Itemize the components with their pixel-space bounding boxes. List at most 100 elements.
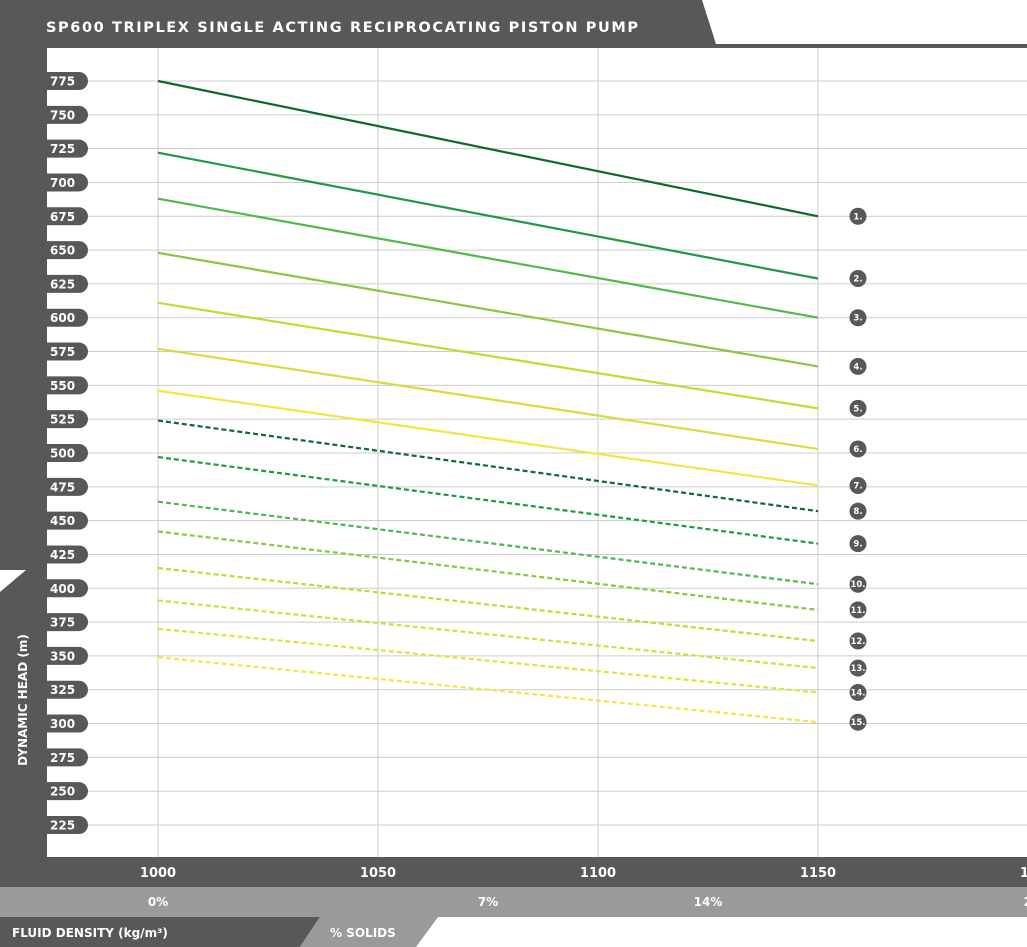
x-tick-label: 1050 xyxy=(360,866,396,881)
y-tick-label: 450 xyxy=(50,514,75,528)
y-tick-pill xyxy=(38,173,88,192)
y-tick-label: 250 xyxy=(50,785,75,799)
series-badge-13 xyxy=(849,659,867,677)
series-badge-label: 11. xyxy=(850,606,865,616)
series-badge-1 xyxy=(849,207,867,225)
series-badge-11 xyxy=(849,601,867,619)
series-badge-3 xyxy=(849,309,867,327)
y-tick-pill xyxy=(38,748,88,767)
y-tick-label: 300 xyxy=(50,717,75,731)
solids-axis-title: % SOLIDS xyxy=(330,926,396,940)
series-line-10 xyxy=(157,500,819,586)
density-title-tab xyxy=(0,917,320,947)
series-badge-label: 1. xyxy=(853,212,862,222)
series-layer xyxy=(157,79,819,724)
y-tick-label: 525 xyxy=(50,413,75,427)
solids-ticks: 0% 7% 14% 20% xyxy=(148,895,1027,909)
y-tick-pill xyxy=(38,613,88,632)
series-badge-15 xyxy=(849,713,867,731)
y-tick-pill xyxy=(38,207,88,226)
y-tick-pill xyxy=(38,511,88,530)
series-line-11 xyxy=(157,530,819,612)
y-tick-pill xyxy=(38,342,88,361)
series-badge-label: 10. xyxy=(850,580,865,590)
series-badge-6 xyxy=(849,440,867,458)
series-line-9 xyxy=(157,455,819,545)
y-tick-label: 275 xyxy=(50,751,75,765)
y-tick-pill xyxy=(38,444,88,462)
title-banner xyxy=(0,0,1027,48)
series-line-4 xyxy=(157,251,819,368)
series-line-2 xyxy=(157,151,819,280)
y-tick-pill xyxy=(38,680,88,699)
y-tick-pill xyxy=(38,714,88,733)
y-tick-label: 675 xyxy=(50,210,75,224)
y-tick-label: 475 xyxy=(50,480,75,494)
y-ticks: 225 250 275 300 325 350 375 400 425 450 475 500 525 5… xyxy=(38,72,88,834)
series-badge-4 xyxy=(849,357,867,375)
y-tick-label: 625 xyxy=(50,277,75,291)
series-badge-label: 14. xyxy=(850,688,865,698)
y-tick-label: 650 xyxy=(50,244,75,258)
series-badge-label: 3. xyxy=(853,314,862,324)
series-line-13 xyxy=(157,599,819,670)
series-line-15 xyxy=(157,656,819,724)
y-tick-pill xyxy=(38,646,88,665)
y-tick-pill xyxy=(38,274,88,293)
series-line-8 xyxy=(157,419,819,513)
x-axis-band xyxy=(0,857,1027,887)
solids-tick-label: 0% xyxy=(148,895,168,909)
left-axis-panel-bottom xyxy=(0,570,47,857)
y-tick-pill xyxy=(38,308,88,327)
series-line-3 xyxy=(157,197,819,319)
y-tick-pill xyxy=(38,72,88,90)
y-tick-label: 350 xyxy=(50,649,75,663)
series-line-6 xyxy=(157,347,819,451)
series-badge-2 xyxy=(849,269,867,287)
y-tick-pill xyxy=(38,241,88,260)
series-badge-7 xyxy=(849,476,867,494)
y-tick-pill xyxy=(38,816,88,834)
x-tick-label: 1200 xyxy=(1020,866,1027,881)
series-badge-8 xyxy=(849,502,867,520)
y-tick-label: 700 xyxy=(50,176,75,190)
series-badge-label: 9. xyxy=(853,540,862,550)
series-badges: 1. 2. 3. 4. 5. 6. 7. 8. 9. 10. 11. 12. 13. 14. 15. xyxy=(849,207,867,731)
series-badge-12 xyxy=(849,632,867,650)
y-tick-label: 325 xyxy=(50,683,75,697)
y-tick-label: 500 xyxy=(50,447,75,461)
series-line-5 xyxy=(157,301,819,410)
series-badge-label: 4. xyxy=(853,362,862,372)
series-line-14 xyxy=(157,627,819,694)
y-axis-title: DYNAMIC HEAD (m) xyxy=(16,634,30,766)
y-tick-pill xyxy=(38,139,88,158)
y-tick-pill xyxy=(38,545,88,564)
y-tick-label: 425 xyxy=(50,548,75,562)
solids-tick-label: 7% xyxy=(478,895,498,909)
series-line-12 xyxy=(157,566,819,643)
y-tick-label: 550 xyxy=(50,379,75,393)
solids-band xyxy=(0,887,1027,917)
x-axis-title: FLUID DENSITY (kg/m³) xyxy=(12,926,168,940)
series-badge-label: 7. xyxy=(853,481,862,491)
y-tick-pill xyxy=(38,782,88,801)
x-tick-label: 1150 xyxy=(800,866,836,881)
y-tick-label: 400 xyxy=(50,582,75,596)
y-tick-label: 725 xyxy=(50,142,75,156)
series-badge-label: 13. xyxy=(850,664,865,674)
y-tick-label: 375 xyxy=(50,616,75,630)
y-tick-pill xyxy=(38,376,88,395)
y-tick-label: 600 xyxy=(50,311,75,325)
series-badge-label: 2. xyxy=(853,274,862,284)
y-tick-pill xyxy=(38,579,88,598)
solids-title-tab xyxy=(300,917,438,947)
x-tick-label: 1100 xyxy=(580,866,616,881)
y-tick-pill xyxy=(38,105,88,124)
solids-tick-label: 14% xyxy=(694,895,723,909)
series-line-7 xyxy=(157,389,819,487)
chart-title: SP600 TRIPLEX SINGLE ACTING RECIPROCATIN… xyxy=(46,20,640,36)
y-tick-label: 750 xyxy=(50,108,75,122)
series-badge-9 xyxy=(849,535,867,553)
